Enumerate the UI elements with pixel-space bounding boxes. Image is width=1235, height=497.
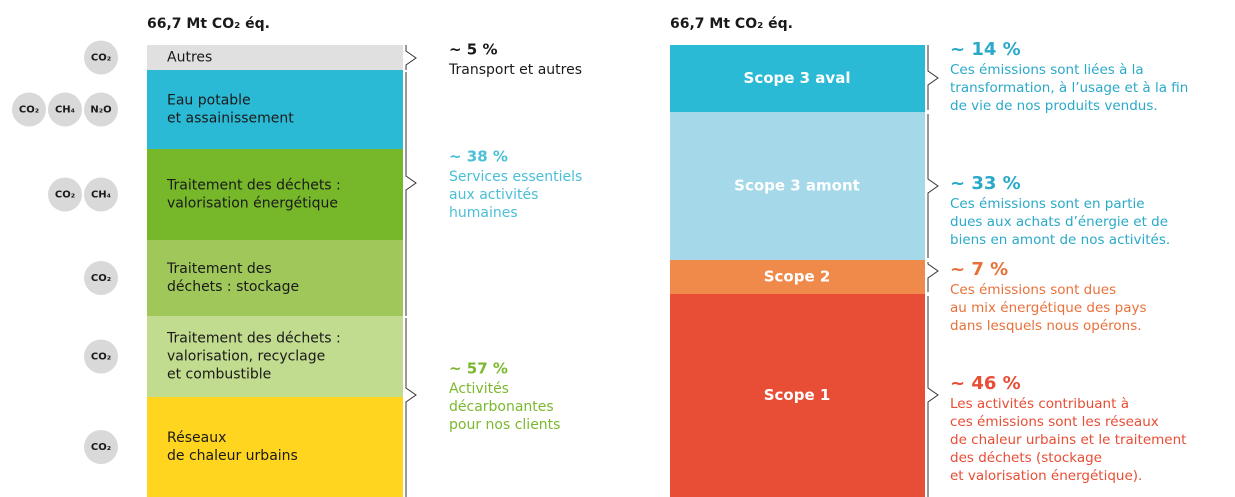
gas-badge [84, 430, 118, 464]
gas-label: CH₄ [91, 190, 111, 201]
gas-badge [84, 339, 118, 374]
segment-label: et assainissement [167, 111, 294, 127]
gas-label: CO₂ [91, 273, 111, 284]
segment-label: Scope 3 aval [744, 69, 851, 87]
bracket [927, 45, 939, 110]
segment-label: Scope 2 [764, 268, 831, 286]
left-title: 66,7 Mt CO₂ éq. [147, 16, 270, 32]
gas-label: CO₂ [91, 53, 111, 64]
group-text: Ces émissions sont en partie [950, 196, 1145, 212]
gas-label: CO₂ [91, 352, 111, 363]
group-text: et valorisation énergétique). [950, 468, 1142, 484]
gas-label: CO₂ [91, 442, 111, 453]
gas-label: CO₂ [19, 105, 39, 116]
group-percent: ~ 5 % [449, 41, 497, 59]
group-text: aux activités [449, 187, 538, 203]
group-text: au mix énergétique des pays [950, 300, 1147, 316]
group-percent: ~ 7 % [950, 259, 1008, 280]
segment-label: Eau potable [167, 93, 251, 109]
group-text: Services essentiels [449, 169, 582, 185]
group-percent: ~ 38 % [449, 148, 508, 166]
gas-label: N₂O [90, 105, 111, 116]
segment-label: valorisation énergétique [167, 196, 338, 212]
group-text: dues aux achats d’énergie et de [950, 214, 1168, 230]
segment-label: de chaleur urbains [167, 448, 298, 464]
group-text: pour nos clients [449, 417, 560, 433]
segment-label: Autres [167, 50, 212, 66]
segment-label: et combustible [167, 367, 271, 383]
group-text: Activités [449, 381, 509, 397]
right-title: 66,7 Mt CO₂ éq. [670, 16, 793, 32]
segment [670, 294, 925, 497]
group-text: Ces émissions sont liées à la [950, 62, 1144, 78]
segment [147, 240, 403, 316]
group-text: décarbonantes [449, 399, 554, 415]
group-text: des déchets (stockage [950, 450, 1102, 466]
gas-badge [48, 92, 82, 127]
gas-label: CH₄ [55, 105, 75, 116]
bracket [405, 45, 417, 70]
segment-label: Réseaux [167, 430, 226, 446]
group-percent: ~ 57 % [449, 360, 508, 378]
segment-label: Traitement des [166, 261, 272, 277]
gas-label: CO₂ [55, 190, 75, 201]
segment-label: valorisation, recyclage [167, 349, 325, 365]
segment [670, 260, 925, 294]
segment [147, 45, 403, 70]
segment [147, 149, 403, 240]
group-text: de chaleur urbains et le traitement [950, 432, 1186, 448]
bracket [927, 296, 939, 497]
gas-badge [84, 261, 118, 295]
segment-label: Scope 1 [764, 386, 831, 404]
bracket [927, 114, 939, 258]
gas-badge [84, 92, 118, 127]
gas-badge [48, 177, 82, 212]
group-text: Transport et autres [448, 62, 582, 78]
group-text: dans lesquels nous opérons. [950, 318, 1142, 334]
segment-label: Scope 3 amont [734, 177, 860, 195]
group-text: Ces émissions sont dues [950, 282, 1116, 298]
gas-badge [12, 92, 46, 127]
group-text: biens en amont de nos activités. [950, 232, 1170, 248]
group-percent: ~ 33 % [950, 173, 1021, 194]
segment [147, 397, 403, 497]
segment [147, 316, 403, 397]
gas-badge [84, 177, 118, 212]
group-text: humaines [449, 205, 518, 221]
bracket [927, 262, 939, 292]
bracket [405, 72, 417, 316]
group-text: ces émissions sont les réseaux [950, 414, 1159, 430]
segment [670, 45, 925, 112]
segment-label: Traitement des déchets : [166, 178, 341, 194]
group-text: transformation, à l’usage et à la fin [950, 80, 1188, 96]
bracket [405, 318, 417, 497]
segment [147, 70, 403, 149]
segment-label: Traitement des déchets : [166, 331, 341, 347]
segment [670, 112, 925, 260]
segment-label: déchets : stockage [167, 279, 299, 295]
group-text: de vie de nos produits vendus. [950, 98, 1158, 114]
gas-badge [84, 40, 118, 75]
group-percent: ~ 14 % [950, 39, 1021, 60]
group-percent: ~ 46 % [950, 373, 1021, 394]
group-text: Les activités contribuant à [950, 396, 1129, 412]
